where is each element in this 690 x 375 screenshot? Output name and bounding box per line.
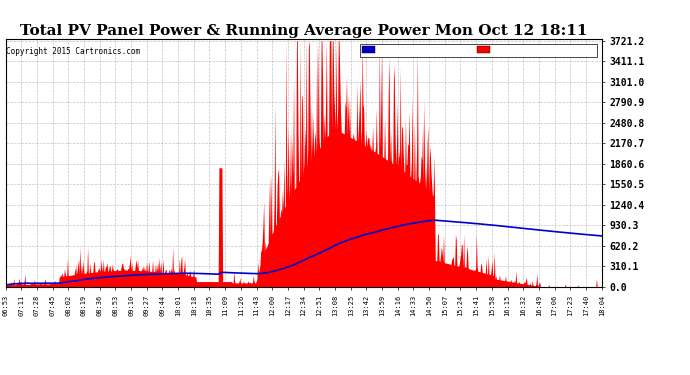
Legend: Average  (DC Watts), PV Panels  (DC Watts): Average (DC Watts), PV Panels (DC Watts) (359, 44, 597, 57)
Text: Copyright 2015 Cartronics.com: Copyright 2015 Cartronics.com (6, 47, 140, 56)
Title: Total PV Panel Power & Running Average Power Mon Oct 12 18:11: Total PV Panel Power & Running Average P… (20, 24, 587, 38)
